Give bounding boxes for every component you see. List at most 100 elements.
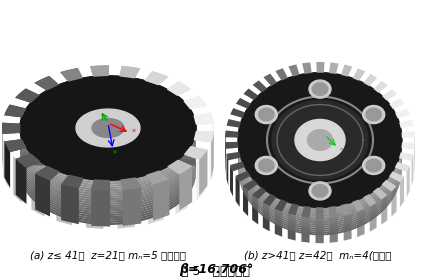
- Polygon shape: [272, 101, 368, 179]
- Polygon shape: [253, 80, 267, 92]
- Polygon shape: [184, 146, 207, 160]
- Polygon shape: [238, 73, 402, 207]
- Polygon shape: [4, 141, 10, 188]
- Polygon shape: [309, 182, 331, 200]
- Polygon shape: [238, 153, 402, 235]
- Polygon shape: [238, 151, 402, 234]
- Polygon shape: [373, 81, 388, 93]
- Polygon shape: [302, 216, 310, 243]
- Polygon shape: [20, 132, 196, 193]
- Polygon shape: [302, 206, 311, 218]
- Polygon shape: [309, 80, 331, 98]
- Polygon shape: [145, 71, 168, 85]
- Text: yc: yc: [113, 149, 118, 154]
- Polygon shape: [238, 130, 402, 213]
- Polygon shape: [238, 129, 402, 211]
- Polygon shape: [2, 120, 3, 168]
- Polygon shape: [16, 153, 40, 168]
- Polygon shape: [20, 136, 196, 198]
- Polygon shape: [60, 68, 83, 81]
- Polygon shape: [76, 109, 140, 147]
- Text: xc: xc: [132, 128, 137, 133]
- Polygon shape: [399, 120, 413, 128]
- Polygon shape: [373, 188, 388, 200]
- Polygon shape: [3, 138, 8, 186]
- Polygon shape: [238, 136, 402, 218]
- Polygon shape: [91, 190, 110, 227]
- Text: zc: zc: [340, 147, 344, 151]
- Polygon shape: [225, 130, 226, 162]
- Polygon shape: [238, 134, 402, 217]
- Polygon shape: [197, 153, 205, 201]
- Polygon shape: [366, 108, 381, 121]
- Polygon shape: [20, 141, 196, 202]
- Polygon shape: [20, 152, 196, 214]
- Polygon shape: [148, 181, 164, 224]
- Polygon shape: [276, 68, 288, 81]
- Polygon shape: [328, 206, 338, 218]
- Polygon shape: [395, 109, 410, 118]
- Polygon shape: [401, 131, 415, 138]
- Polygon shape: [363, 157, 384, 174]
- Polygon shape: [123, 188, 141, 226]
- Polygon shape: [344, 214, 352, 241]
- Polygon shape: [120, 177, 141, 190]
- Polygon shape: [352, 199, 365, 212]
- Polygon shape: [330, 217, 338, 243]
- Polygon shape: [20, 147, 196, 209]
- Polygon shape: [90, 65, 109, 77]
- Polygon shape: [20, 161, 196, 223]
- Polygon shape: [61, 175, 84, 188]
- Polygon shape: [275, 209, 282, 237]
- Polygon shape: [20, 123, 196, 185]
- Polygon shape: [295, 120, 345, 160]
- Polygon shape: [20, 76, 196, 180]
- Polygon shape: [226, 154, 228, 186]
- Polygon shape: [35, 174, 50, 216]
- Polygon shape: [167, 81, 191, 96]
- Polygon shape: [341, 65, 352, 77]
- Polygon shape: [230, 162, 245, 171]
- Polygon shape: [16, 153, 40, 168]
- Polygon shape: [255, 157, 277, 174]
- Polygon shape: [227, 119, 241, 128]
- Polygon shape: [35, 166, 60, 180]
- Polygon shape: [35, 76, 59, 91]
- Polygon shape: [120, 177, 141, 190]
- Polygon shape: [288, 213, 295, 241]
- Polygon shape: [20, 125, 196, 187]
- Polygon shape: [391, 186, 397, 217]
- Polygon shape: [210, 136, 213, 184]
- Polygon shape: [238, 138, 402, 220]
- Polygon shape: [183, 95, 207, 109]
- Polygon shape: [2, 123, 20, 134]
- Polygon shape: [363, 106, 384, 123]
- Polygon shape: [119, 66, 140, 78]
- Polygon shape: [289, 64, 299, 76]
- Polygon shape: [353, 68, 365, 81]
- Text: (a) z≤ 41；  z=21； mₙ=5 （右旋）: (a) z≤ 41； z=21； mₙ=5 （右旋）: [30, 250, 186, 260]
- Polygon shape: [401, 142, 415, 150]
- Polygon shape: [4, 139, 27, 152]
- Polygon shape: [4, 104, 26, 117]
- Polygon shape: [414, 143, 415, 175]
- Polygon shape: [238, 132, 402, 215]
- Polygon shape: [263, 194, 276, 206]
- Polygon shape: [225, 142, 238, 149]
- Polygon shape: [20, 138, 196, 200]
- Polygon shape: [316, 62, 324, 73]
- Polygon shape: [20, 76, 196, 180]
- Polygon shape: [225, 142, 226, 174]
- Polygon shape: [238, 145, 402, 228]
- Polygon shape: [57, 183, 72, 225]
- Polygon shape: [61, 184, 79, 224]
- Polygon shape: [400, 176, 404, 207]
- Polygon shape: [153, 179, 169, 221]
- Polygon shape: [412, 154, 413, 186]
- Polygon shape: [20, 145, 196, 207]
- Polygon shape: [184, 146, 207, 160]
- Polygon shape: [312, 185, 328, 197]
- Text: 图 5   斜齿轮模型: 图 5 斜齿轮模型: [181, 265, 251, 278]
- Polygon shape: [395, 162, 410, 172]
- Polygon shape: [329, 62, 339, 74]
